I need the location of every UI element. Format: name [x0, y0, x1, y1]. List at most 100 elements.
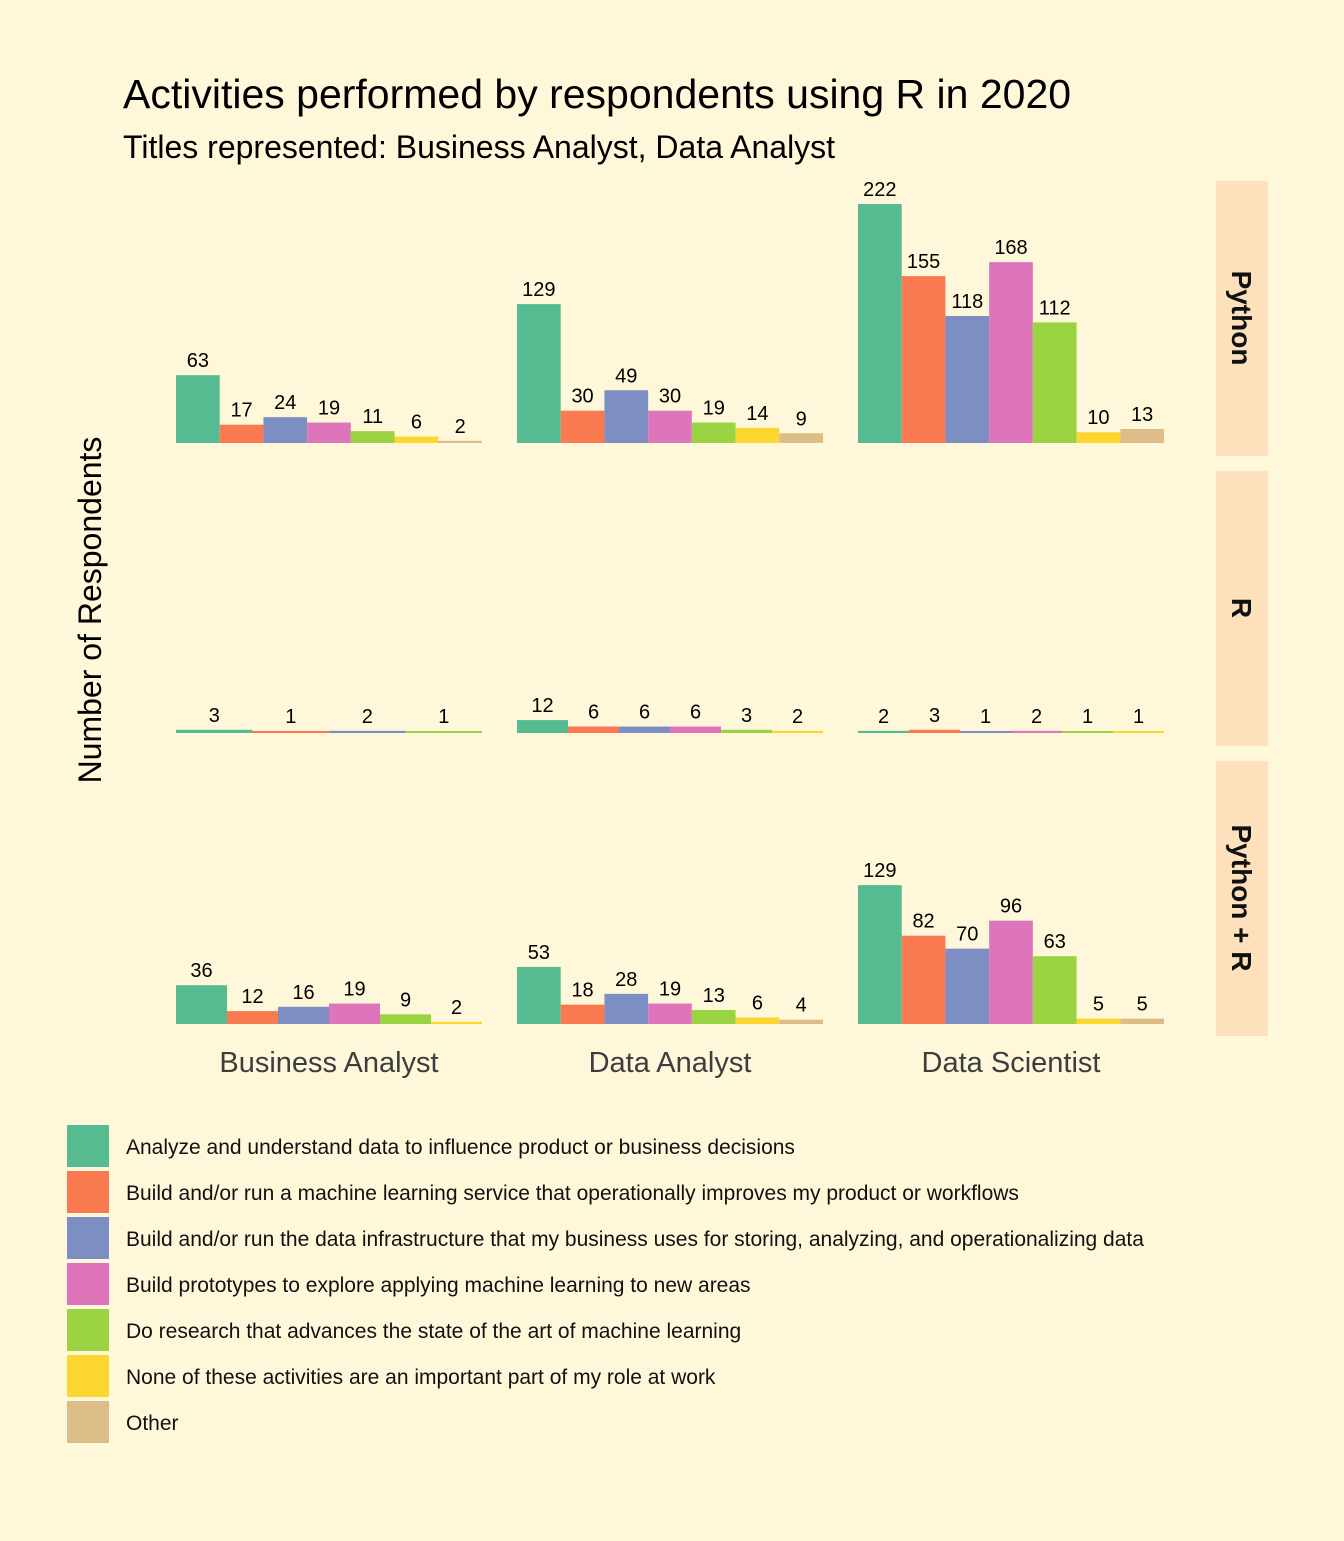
- bar-python-r-business-analyst-0: [176, 985, 227, 1024]
- bar-python-r-data-scientist-0: [858, 885, 902, 1024]
- column-label-data-scientist: Data Scientist: [922, 1047, 1101, 1079]
- bar-r-data-scientist-3: [1011, 730, 1062, 733]
- bar-python-data-scientist-3: [989, 262, 1033, 443]
- bar-value-label: 129: [863, 860, 896, 882]
- bar-value-label: 11: [362, 406, 383, 428]
- bar-value-label: 2: [451, 997, 462, 1019]
- panel-python-business-analyst: 63 17 24 19 11 6 2: [176, 350, 482, 443]
- bar-python-r-data-analyst-4: [691, 1010, 736, 1024]
- bar-python-r-data-analyst-3: [648, 1003, 692, 1024]
- bar-value-label: 2: [878, 706, 889, 728]
- bar-r-data-analyst-0: [517, 720, 568, 733]
- legend-item: Build prototypes to explore applying mac…: [67, 1263, 751, 1305]
- bar-r-data-scientist-1: [909, 729, 960, 733]
- legend-item: Build and/or run the data infrastructure…: [67, 1217, 1144, 1259]
- bar-value-label: 49: [615, 365, 637, 387]
- bar-python-r-data-scientist-3: [989, 920, 1033, 1024]
- legend-label: Other: [126, 1412, 179, 1435]
- bar-r-data-scientist-5: [1113, 731, 1164, 733]
- bar-value-label: 2: [362, 706, 373, 728]
- bar-value-label: 168: [994, 237, 1027, 259]
- bar-value-label: 19: [343, 979, 365, 1001]
- bar-value-label: 6: [690, 702, 701, 724]
- bar-r-data-scientist-0: [858, 730, 909, 733]
- bar-python-r-data-scientist-1: [901, 935, 946, 1024]
- bar-python-data-scientist-4: [1032, 322, 1077, 443]
- bar-value-label: 1: [1133, 706, 1144, 728]
- bar-r-data-analyst-4: [721, 729, 772, 733]
- bar-python-r-business-analyst-5: [431, 1021, 482, 1024]
- bar-value-label: 24: [274, 392, 296, 414]
- bar-r-data-analyst-2: [619, 726, 670, 733]
- bar-python-business-analyst-4: [350, 431, 395, 443]
- legend-item: Do research that advances the state of t…: [67, 1309, 741, 1351]
- legend-item: Build and/or run a machine learning serv…: [67, 1171, 1019, 1213]
- bar-value-label: 82: [912, 911, 934, 933]
- legend: Analyze and understand data to influence…: [67, 1125, 1144, 1443]
- panel-python-data-scientist: 222 155 118 168 112 10 13: [858, 179, 1164, 443]
- panel-python-r-data-scientist: 129 82 70 96 63 5 5: [858, 860, 1164, 1024]
- chart-title: Activities performed by respondents usin…: [123, 71, 1071, 117]
- legend-swatch: [67, 1309, 109, 1351]
- bar-value-label: 13: [1131, 404, 1153, 426]
- legend-label: Build and/or run a machine learning serv…: [126, 1182, 1019, 1205]
- strip-label: R: [1226, 598, 1257, 618]
- bar-value-label: 129: [522, 279, 555, 301]
- bar-r-business-analyst-0: [176, 729, 253, 733]
- column-labels: Business Analyst Data Analyst Data Scienti…: [219, 1047, 1100, 1079]
- bar-value-label: 2: [1031, 706, 1042, 728]
- bar-value-label: 3: [741, 705, 752, 727]
- bar-value-label: 30: [571, 386, 593, 408]
- panel-r-data-scientist: 2 3 1 2 1 1: [858, 705, 1164, 733]
- bar-value-label: 12: [531, 695, 553, 717]
- bar-value-label: 1: [980, 706, 991, 728]
- legend-swatch: [67, 1355, 109, 1397]
- bar-value-label: 118: [951, 291, 983, 313]
- strip-r: R: [1216, 471, 1268, 746]
- bar-python-data-analyst-1: [560, 410, 605, 443]
- bar-python-r-business-analyst-2: [278, 1006, 329, 1024]
- bar-value-label: 1: [1082, 706, 1093, 728]
- bar-value-label: 6: [411, 412, 422, 434]
- bar-value-label: 63: [1044, 931, 1066, 953]
- bar-value-label: 14: [746, 403, 768, 425]
- bar-value-label: 6: [639, 702, 650, 724]
- bar-python-r-data-scientist-5: [1076, 1018, 1121, 1024]
- bar-python-data-scientist-6: [1120, 429, 1164, 443]
- bar-value-label: 13: [703, 985, 725, 1007]
- bar-value-label: 16: [292, 982, 314, 1004]
- bar-value-label: 112: [1039, 297, 1071, 319]
- bar-r-business-analyst-2: [329, 730, 406, 733]
- bar-value-label: 12: [241, 986, 263, 1008]
- bar-python-r-data-analyst-5: [735, 1017, 780, 1024]
- legend-label: Analyze and understand data to influence…: [126, 1136, 795, 1159]
- legend-swatch: [67, 1263, 109, 1305]
- bar-value-label: 53: [528, 942, 550, 964]
- bar-value-label: 17: [230, 400, 252, 422]
- bar-python-business-analyst-6: [438, 440, 482, 443]
- bar-python-r-data-analyst-6: [779, 1019, 823, 1024]
- chart-subtitle: Titles represented: Business Analyst, Da…: [123, 129, 835, 165]
- bar-python-business-analyst-0: [176, 375, 220, 443]
- bar-python-r-data-analyst-2: [604, 993, 649, 1024]
- bar-python-data-analyst-0: [517, 304, 561, 443]
- legend-item: None of these activities are an importan…: [67, 1355, 716, 1397]
- bar-value-label: 10: [1087, 407, 1109, 429]
- bar-python-r-business-analyst-4: [380, 1014, 431, 1024]
- bar-value-label: 18: [571, 980, 593, 1002]
- bar-value-label: 63: [187, 350, 209, 372]
- strip-background: [1216, 181, 1268, 456]
- legend-swatch: [67, 1401, 109, 1443]
- bar-value-label: 70: [956, 924, 978, 946]
- panel-python-data-analyst: 129 30 49 30 19 14 9: [517, 279, 823, 443]
- bar-value-label: 6: [588, 702, 599, 724]
- bar-python-data-analyst-5: [735, 427, 780, 443]
- row-strips: Python R Python + R: [1216, 181, 1268, 1036]
- bar-python-r-business-analyst-3: [329, 1003, 380, 1024]
- bar-value-label: 9: [400, 989, 411, 1011]
- legend-item: Other: [67, 1401, 179, 1443]
- bar-r-data-scientist-2: [960, 731, 1011, 733]
- bar-python-r-data-scientist-6: [1120, 1018, 1164, 1024]
